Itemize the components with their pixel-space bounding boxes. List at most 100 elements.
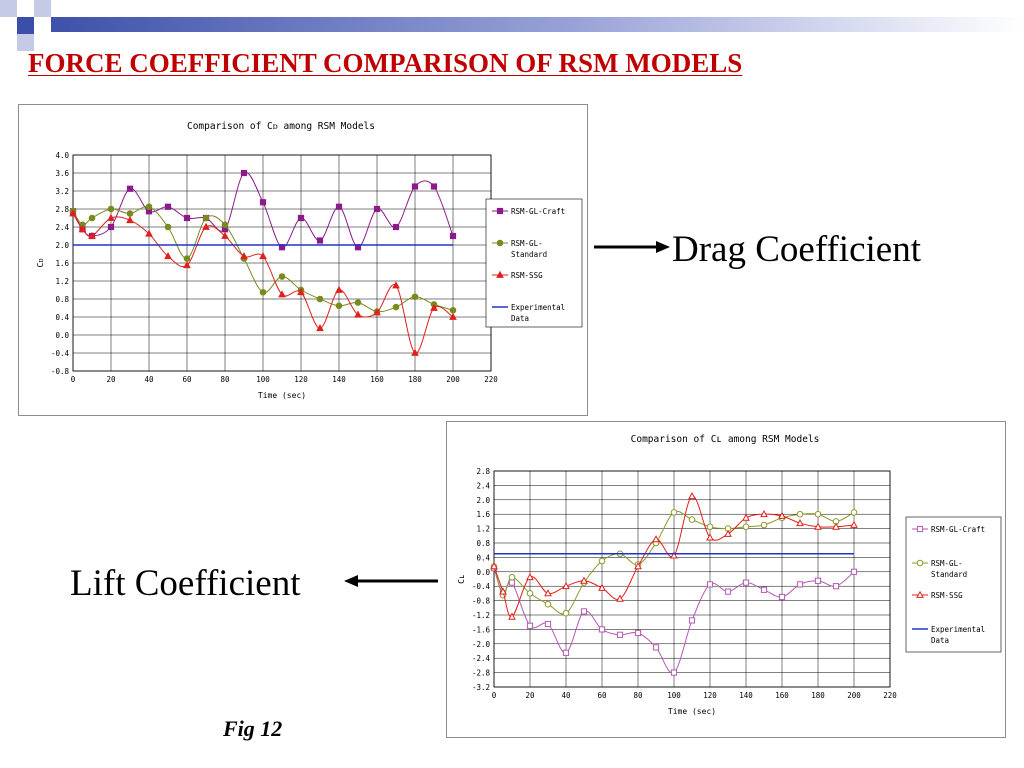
legend-item: RSM-GL-Standard [492,239,547,259]
data-point [652,644,660,651]
grid-lines [493,470,891,688]
data-point [107,223,115,231]
data-point [688,491,696,500]
data-point [259,251,267,260]
data-point [670,551,678,559]
y-tick-label: 2.8 [476,467,490,476]
data-point [490,562,498,570]
data-point [496,207,504,215]
data-point [670,509,678,516]
data-point [164,203,172,210]
data-point [69,209,77,217]
legend-label: RSM-SSG [511,271,543,280]
y-tick-label: -1.6 [472,625,491,634]
data-point [742,513,750,521]
data-point [634,562,642,570]
data-point [430,303,438,311]
y-tick-label: -0.8 [472,597,491,606]
data-point [544,589,552,597]
data-point [796,581,804,588]
y-tick-label: -0.8 [51,367,70,376]
data-point [354,310,362,318]
legend-label: RSM-GL-Craft [511,207,565,216]
y-tick-label: 4.0 [55,151,69,160]
data-point [392,281,400,289]
data-point [259,199,267,206]
lift-coefficient-label: Lift Coefficient [70,563,301,604]
drag-coefficient-label: Drag Coefficient [672,229,921,270]
data-point [742,523,750,531]
data-point [508,573,516,581]
data-point [164,223,172,231]
data-point [814,577,822,584]
data-point [760,586,768,593]
data-point [449,306,457,314]
y-tick-label: 2.8 [55,205,69,214]
deco-square [34,34,51,51]
legend-item: Experimental Data [912,625,985,645]
legend-label: RSM-GL-Standard [511,239,547,259]
data-point [508,579,516,586]
x-tick-label: 200 [446,375,460,384]
x-tick-label: 0 [71,375,76,384]
data-point [430,183,438,190]
deco-square [17,34,34,51]
data-point [392,303,400,311]
lift-arrow-icon [344,575,438,587]
data-point [297,214,305,222]
y-tick-label: 2.0 [476,496,490,505]
data-point [335,203,343,210]
series-2 [490,491,858,620]
figure-caption: Fig 12 [223,716,283,741]
deco-square [34,17,51,34]
data-point [916,525,924,533]
deco-square [0,17,17,34]
data-point [373,308,381,316]
data-point [411,348,419,356]
data-point [164,251,172,260]
series-0 [490,565,858,676]
data-point [126,215,134,224]
data-point [496,239,504,247]
slide-corner-decoration [0,0,1024,51]
data-point [202,222,210,230]
data-point [688,516,696,523]
x-tick-label: 120 [294,375,308,384]
y-tick-label: 2.4 [476,481,490,490]
data-point [598,626,606,633]
y-tick-label: 1.6 [476,510,490,519]
series-line [72,205,454,313]
data-point [526,590,534,597]
drag-chart-svg: Comparison of Cᴅ among RSM Models -0.8 -0.… [36,121,583,400]
x-tick-label: 220 [883,691,897,700]
data-point [724,529,732,537]
data-point [278,290,286,298]
data-point [88,214,96,222]
data-point [796,518,804,527]
legend: RSM-GL-Craft RSM-GL-Standard RSM-SSG Experi… [485,198,583,328]
legend-item: RSM-SSG [492,270,543,280]
x-axis-label: Time (sec) [668,707,716,716]
legend-item: RSM-GL-Standard [912,559,967,579]
legend-label: RSM-SSG [931,591,963,600]
data-point [670,669,678,676]
data-point [183,255,191,262]
data-point [706,581,714,588]
data-point [88,231,96,239]
y-tick-label: 1.6 [55,259,69,268]
y-tick-label: -3.2 [472,683,490,692]
y-tick-label: 3.2 [55,187,69,196]
data-point [259,288,267,296]
data-point [411,293,419,301]
x-tick-label: 100 [667,691,681,700]
data-point [449,312,457,320]
chart-title: Comparison of Cʟ among RSM Models [631,434,820,445]
data-point [616,594,624,602]
y-tick-label: -2.4 [472,654,491,663]
x-tick-label: 140 [332,375,346,384]
data-point [145,229,153,237]
data-point [316,237,324,244]
data-point [107,213,115,221]
legend-label: Experimental Data [511,303,565,323]
series-line [493,510,855,615]
